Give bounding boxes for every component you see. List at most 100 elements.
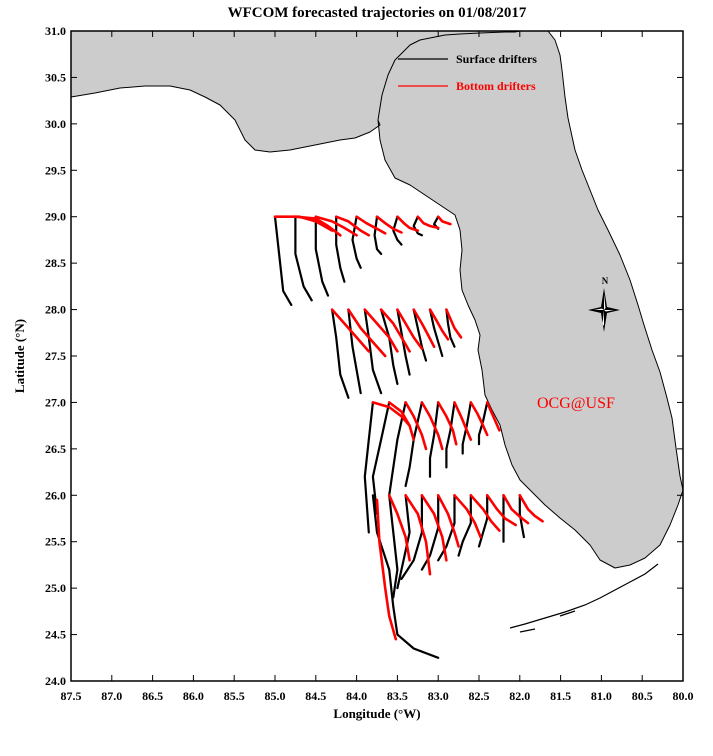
bottom-trajectory (416, 215, 440, 230)
bottom-trajectory (396, 215, 420, 232)
y-axis-label: Latitude (°N) (12, 319, 27, 393)
x-tick-label: 82.0 (509, 689, 530, 703)
florida-land (71, 31, 683, 569)
surface-trajectory (412, 308, 428, 362)
surface-trajectory (363, 308, 383, 395)
surface-trajectory (445, 308, 456, 348)
surface-trajectory (392, 215, 403, 246)
bottom-trajectory (436, 401, 458, 446)
surface-trajectory (428, 401, 440, 478)
surface-trajectory (437, 494, 456, 562)
surface-trajectory (388, 494, 399, 599)
legend-surface-label: Surface drifters (456, 52, 537, 66)
y-tick-label: 24.0 (45, 674, 66, 688)
bottom-trajectory (334, 215, 371, 237)
bottom-trajectory (387, 493, 411, 562)
x-tick-label: 83.0 (428, 689, 449, 703)
bottom-trajectory (294, 215, 342, 237)
x-tick-label: 87.0 (101, 689, 122, 703)
bottom-trajectory (420, 401, 444, 451)
bottom-trajectory (404, 493, 432, 576)
credit-label: OCG@USF (537, 395, 615, 412)
bottom-trajectory (469, 401, 489, 437)
surface-trajectory (461, 401, 472, 455)
x-tick-label: 86.0 (183, 689, 204, 703)
y-tick-label: 26.0 (45, 488, 66, 502)
y-tick-label: 30.0 (45, 117, 66, 131)
bottom-trajectories (273, 215, 544, 641)
y-tick-label: 31.0 (45, 24, 66, 38)
y-tick-label: 27.0 (45, 395, 66, 409)
surface-trajectory (518, 494, 526, 539)
x-axis-label: Longitude (°W) (333, 706, 420, 721)
bottom-trajectory (314, 215, 358, 237)
x-tick-label: 87.5 (61, 689, 82, 703)
surface-trajectory (404, 401, 423, 488)
x-tick-label: 81.5 (550, 689, 571, 703)
surface-trajectory (294, 215, 313, 302)
bottom-trajectory (436, 215, 452, 226)
y-tick-label: 27.5 (45, 349, 66, 363)
surface-trajectory (371, 494, 440, 659)
surface-trajectory (400, 494, 423, 581)
surface-trajectory (273, 215, 293, 306)
surface-trajectories (273, 215, 526, 659)
bottom-trajectory (485, 401, 501, 432)
y-tick-label: 28.5 (45, 256, 66, 270)
surface-trajectory (351, 215, 362, 269)
bottom-trajectory (412, 308, 436, 349)
surface-trajectory (477, 494, 489, 548)
surface-trajectory (420, 494, 440, 571)
bottom-trajectory (453, 401, 473, 441)
bottom-trajectory (445, 308, 463, 339)
bottom-trajectory (375, 215, 403, 234)
surface-trajectory (371, 401, 391, 516)
surface-trajectory (428, 308, 444, 358)
surface-trajectory (396, 308, 411, 376)
y-tick-label: 25.5 (45, 535, 66, 549)
surface-trajectory (373, 215, 383, 255)
bottom-trajectory (428, 308, 450, 341)
florida-keys (509, 563, 659, 633)
x-tick-label: 85.0 (265, 689, 286, 703)
surface-trajectory (388, 401, 407, 497)
x-tick-label: 85.5 (224, 689, 245, 703)
bottom-trajectory (502, 493, 530, 525)
y-tick-label: 29.5 (45, 163, 66, 177)
x-tick-label: 81.0 (591, 689, 612, 703)
bottom-trajectory (404, 401, 428, 451)
x-axis-ticks: 87.5 87.0 86.5 86.0 85.5 85.0 84.5 84.0 83.5 83.0… (61, 31, 694, 703)
legend-bottom-label: Bottom drifters (456, 79, 536, 93)
bottom-trajectory (485, 493, 518, 527)
y-tick-label: 28.0 (45, 303, 66, 317)
bottom-trajectory (379, 308, 411, 353)
y-tick-label: 24.5 (45, 628, 66, 642)
legend: Surface drifters Bottom drifters (398, 52, 537, 93)
y-axis-ticks: 31.0 30.5 30.0 29.5 29.0 28.5 28.0 27.5 27.0 26.5… (45, 24, 683, 688)
bottom-trajectory (396, 308, 424, 350)
bottom-trajectory (518, 493, 544, 523)
bottom-trajectory (453, 493, 482, 539)
x-tick-label: 84.0 (346, 689, 367, 703)
bottom-trajectory (387, 401, 416, 441)
bottom-trajectory (469, 493, 501, 532)
x-tick-label: 86.5 (142, 689, 163, 703)
y-tick-label: 25.0 (45, 581, 66, 595)
bottom-trajectory (420, 493, 448, 562)
x-tick-label: 83.5 (387, 689, 408, 703)
surface-trajectory (331, 308, 350, 399)
bottom-trajectory (355, 215, 387, 235)
x-tick-label: 80.0 (673, 689, 694, 703)
surface-trajectory (477, 401, 489, 446)
surface-trajectory (396, 494, 411, 590)
y-tick-label: 30.5 (45, 70, 66, 84)
y-tick-label: 29.0 (45, 210, 66, 224)
bottom-trajectory (347, 308, 387, 358)
bottom-trajectory (375, 498, 398, 641)
north-arrow: N (588, 276, 620, 332)
y-tick-label: 26.5 (45, 442, 66, 456)
x-tick-label: 84.5 (305, 689, 326, 703)
bottom-trajectory (330, 308, 371, 353)
north-arrow-label: N (602, 276, 609, 286)
